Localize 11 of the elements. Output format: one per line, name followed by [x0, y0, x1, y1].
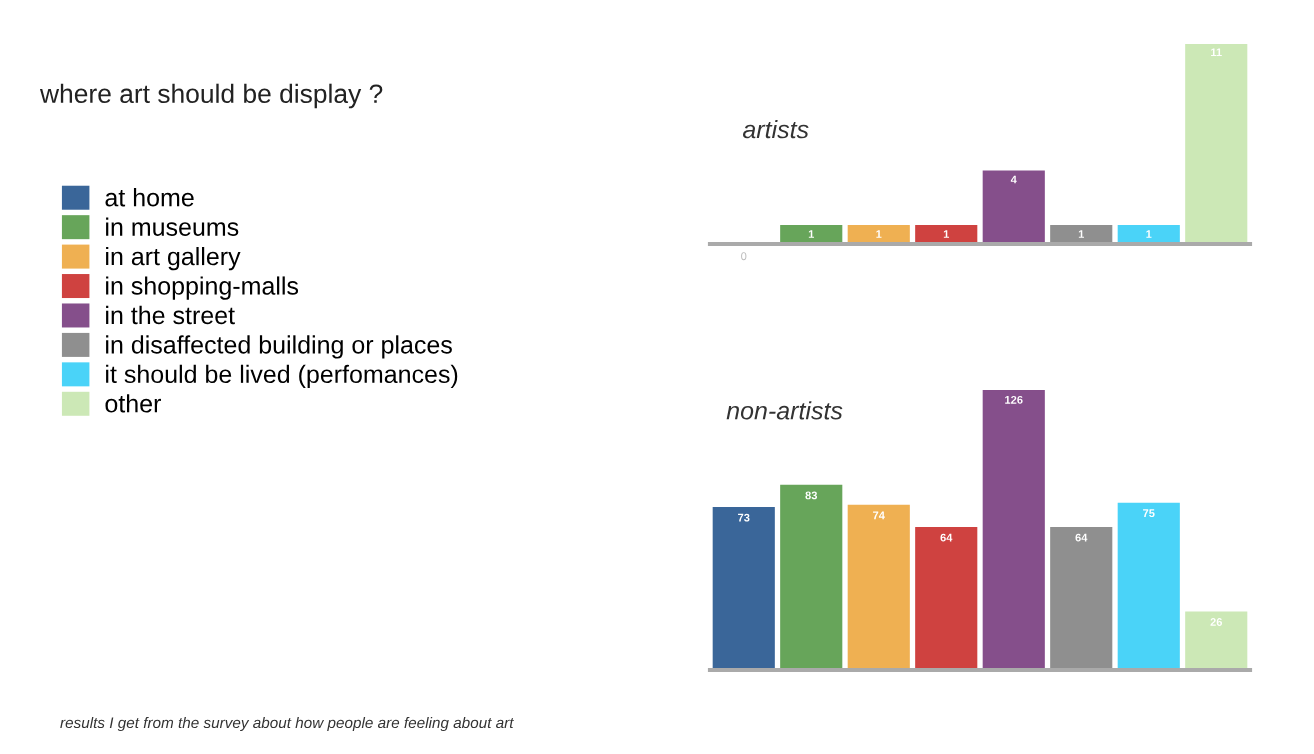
chart-title: non-artists	[726, 401, 843, 420]
legend-label: in museums	[106, 217, 239, 236]
legend-label: at home	[105, 188, 194, 207]
legend-label: in the street	[106, 305, 235, 325]
legend-label: in disaffected building or places	[106, 335, 452, 359]
legend-label: it should be lived (perfomances)	[106, 364, 458, 389]
text: artists	[742, 120, 809, 139]
legend-label: in art gallery	[106, 246, 241, 271]
legend-label: in shopping-malls	[106, 276, 299, 300]
legend-label: other	[105, 394, 161, 413]
text: where art should be display ?	[39, 83, 383, 109]
